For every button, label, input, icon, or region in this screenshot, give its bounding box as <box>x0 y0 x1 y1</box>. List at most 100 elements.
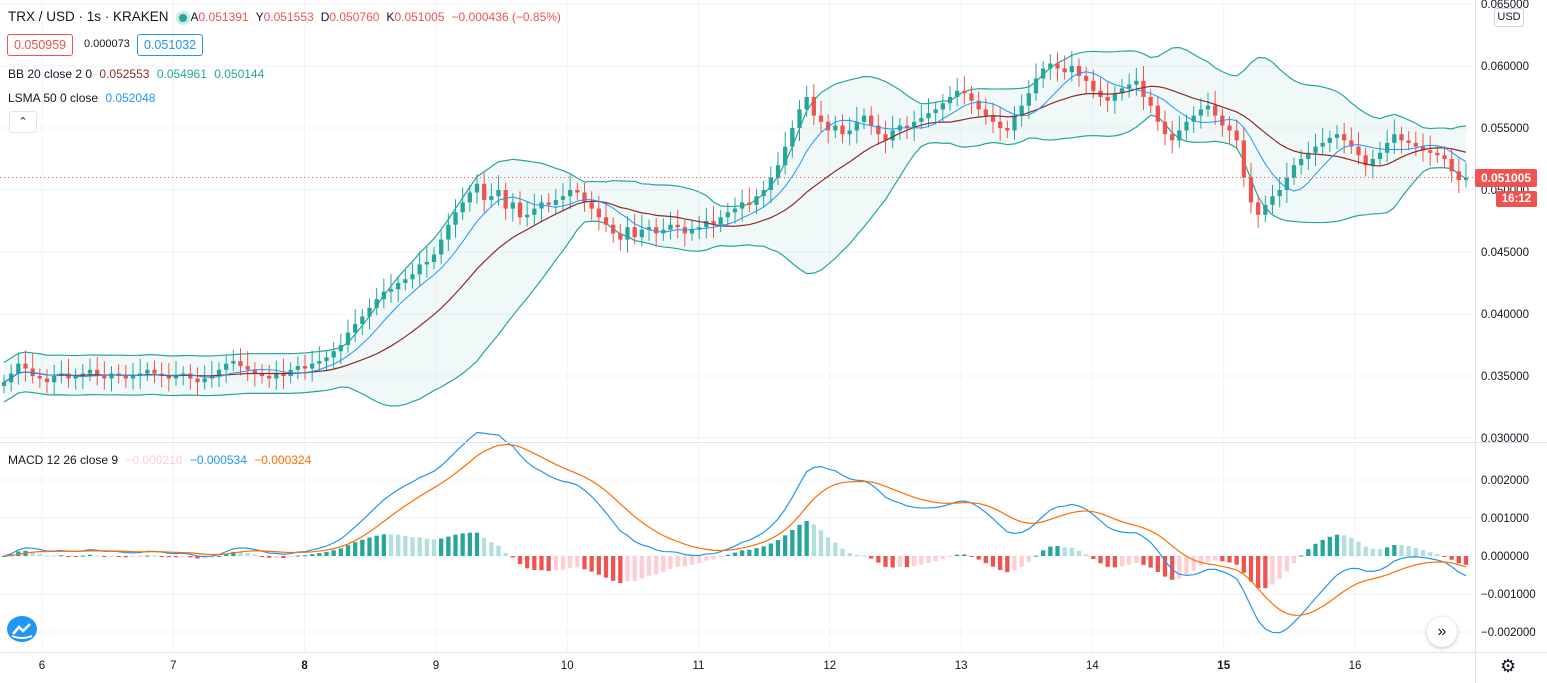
currency-label[interactable]: USD <box>1494 8 1524 27</box>
macd-histogram-bar <box>152 555 157 557</box>
macd-histogram-bar <box>145 555 150 557</box>
candle-body <box>331 351 336 358</box>
macd-histogram-bar <box>66 556 71 557</box>
candle-body <box>532 208 537 215</box>
macd-signal-value: −0.000324 <box>254 453 312 467</box>
macd-histogram-bar <box>883 556 888 567</box>
candle-body <box>1069 66 1074 73</box>
candle-body <box>976 100 981 110</box>
macd-histogram-bar <box>1334 534 1340 556</box>
macd-histogram-bar <box>123 556 128 558</box>
macd-histogram-bar <box>224 553 229 556</box>
macd-tick-label: 0.001000 <box>1481 513 1529 525</box>
time-tick-label: 9 <box>433 660 439 672</box>
bb-upper-value: 0.054961 <box>156 67 207 81</box>
symbol-title[interactable]: TRX / USD · 1s · KRAKEN <box>8 9 169 24</box>
macd-histogram-bar <box>1284 556 1289 572</box>
macd-histogram-bar <box>1399 545 1404 556</box>
lsma-value: 0.052048 <box>105 91 156 105</box>
bb-basis-value: 0.052553 <box>99 67 150 81</box>
macd-histogram-bar <box>912 556 917 567</box>
macd-histogram-bar <box>374 535 379 556</box>
candle-body <box>890 130 895 141</box>
macd-histogram-bar <box>1263 556 1268 589</box>
macd-histogram-bar <box>360 539 365 556</box>
candle-body <box>940 103 945 110</box>
gear-icon[interactable]: ⚙ <box>1500 656 1517 676</box>
candle-body <box>1463 177 1469 181</box>
buy-price-button[interactable]: 0.051032 <box>137 34 204 56</box>
time-tick-label: 12 <box>823 660 836 672</box>
macd-histogram-bar <box>1041 550 1046 556</box>
macd-histogram-bar <box>1306 549 1311 556</box>
macd-histogram-bar <box>1191 556 1196 571</box>
candle-body <box>1313 146 1318 153</box>
candle-body <box>754 196 759 205</box>
candle-body <box>510 202 515 209</box>
macd-histogram-bar <box>740 550 745 556</box>
macd-histogram-bar <box>962 554 967 556</box>
candle-body <box>711 221 716 225</box>
ohlc-label: D <box>320 10 330 24</box>
bb-legend[interactable]: BB 20 close 2 0 0.052553 0.054961 0.0501… <box>8 67 268 81</box>
lsma-legend[interactable]: LSMA 50 0 close 0.052048 <box>8 91 159 105</box>
macd-histogram-bar <box>1270 556 1275 585</box>
chevron-up-icon[interactable]: ⌃ <box>9 111 37 133</box>
time-tick-label: 7 <box>170 660 176 672</box>
candle-body <box>811 97 816 116</box>
ohlc-label: K <box>386 10 395 24</box>
time-tick-label: 8 <box>301 660 308 672</box>
macd-pane <box>1 431 1469 634</box>
candle-body <box>1420 146 1426 151</box>
macd-histogram-bar <box>517 556 523 565</box>
candle-body <box>396 283 401 290</box>
time-tick-label: 6 <box>39 660 45 672</box>
macd-histogram-bar <box>417 537 422 556</box>
macd-histogram-bar <box>818 530 824 556</box>
bb-lower-line <box>3 114 1467 407</box>
macd-histogram-bar <box>1342 535 1347 556</box>
macd-histogram-bar <box>1055 546 1060 556</box>
scroll-to-realtime-icon[interactable]: » <box>1427 617 1457 647</box>
macd-histogram-bar <box>1327 536 1332 556</box>
last-price-tag: 0.051005 <box>1475 169 1537 187</box>
candle-body <box>962 90 967 94</box>
macd-histogram-bar <box>1127 556 1132 565</box>
candle-body <box>1385 142 1390 153</box>
macd-histogram-bar <box>804 521 809 556</box>
candle-body <box>1270 196 1275 205</box>
macd-histogram-bar <box>1220 556 1225 562</box>
macd-histogram-bar <box>732 552 738 556</box>
macd-histogram-bar <box>718 556 723 558</box>
macd-histogram-bar <box>138 556 143 557</box>
macd-histogram-bar <box>847 552 852 556</box>
macd-histogram-bar <box>181 556 186 557</box>
macd-histogram-bar <box>396 534 401 556</box>
candle-body <box>876 125 881 135</box>
macd-histogram-bar <box>1091 556 1096 559</box>
candle-body <box>1062 68 1067 73</box>
candle-body <box>1363 155 1368 166</box>
candle-body <box>231 361 236 364</box>
candle-body <box>1112 93 1117 101</box>
macd-histogram-bar <box>44 555 50 557</box>
candle-body <box>740 202 745 209</box>
signal-line <box>3 443 1467 616</box>
candle-body <box>1091 80 1096 91</box>
macd-histogram-bar <box>439 538 444 556</box>
candle-body <box>904 125 910 128</box>
macd-histogram-bar <box>102 556 107 557</box>
macd-histogram-bar <box>546 556 551 571</box>
macd-histogram-bar <box>697 556 702 564</box>
sell-price-button[interactable]: 0.050959 <box>7 34 74 56</box>
macd-histogram-bar <box>37 553 42 556</box>
macd-histogram-bar <box>510 556 515 558</box>
candle-body <box>969 93 974 101</box>
macd-histogram-bar <box>990 556 996 567</box>
tradingview-logo-icon[interactable] <box>7 616 37 642</box>
macd-histogram-bar <box>324 551 329 556</box>
macd-histogram-bar <box>460 533 465 556</box>
macd-histogram-bar <box>1291 556 1297 564</box>
macd-legend[interactable]: MACD 12 26 close 9 −0.000210 −0.000534 −… <box>8 453 315 467</box>
